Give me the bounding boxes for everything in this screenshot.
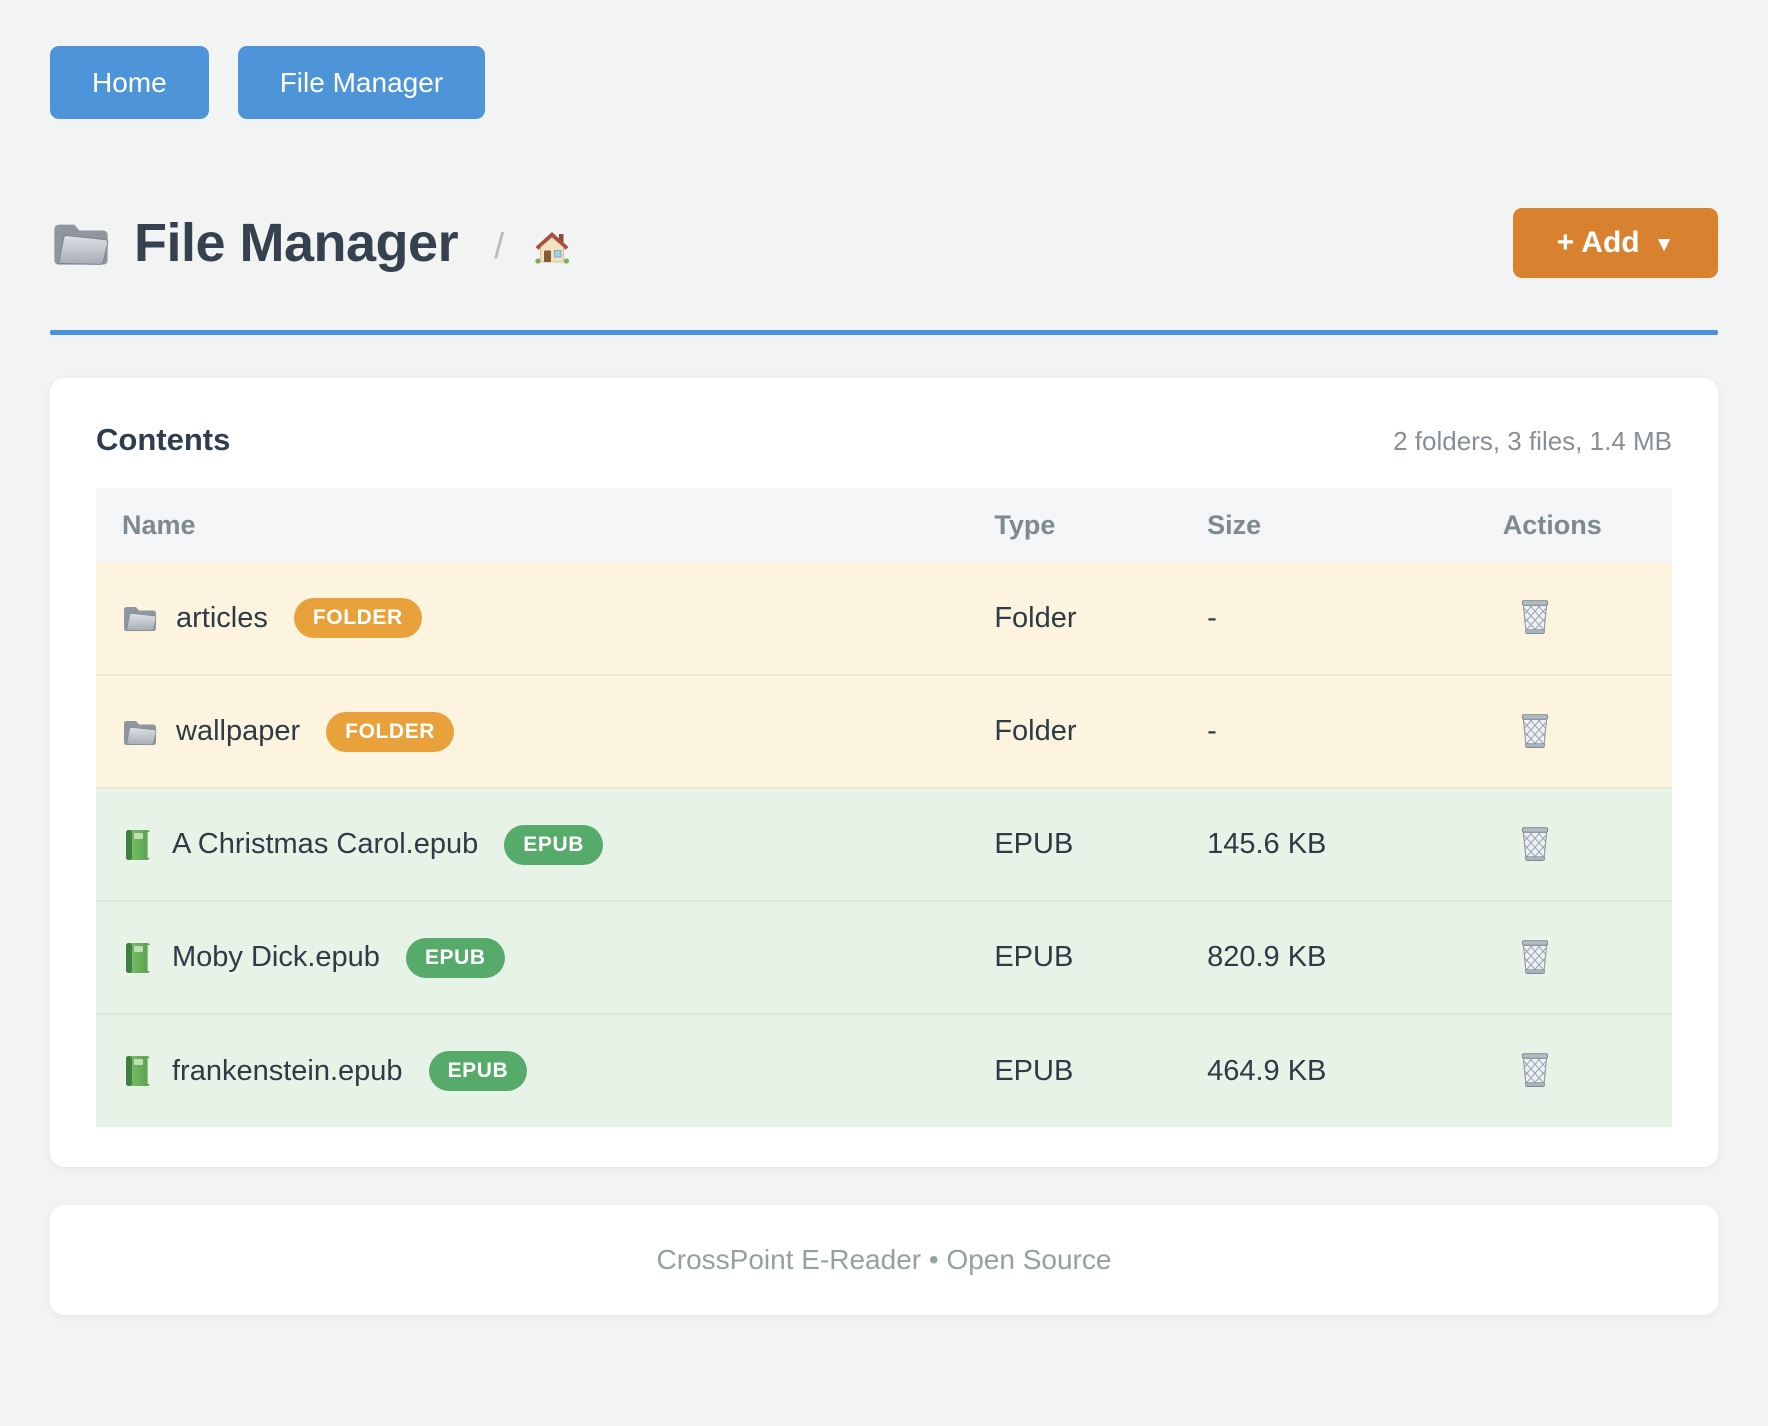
contents-heading: Contents [96, 422, 231, 457]
trash-icon [1517, 937, 1553, 975]
trash-icon [1517, 711, 1553, 749]
type-cell: EPUB [994, 828, 1074, 860]
folder-icon [50, 218, 112, 268]
file-name[interactable]: frankenstein.epub [172, 1054, 403, 1087]
delete-button[interactable] [1513, 820, 1557, 866]
size-cell: - [1207, 601, 1217, 634]
book-icon [122, 828, 154, 862]
size-cell: - [1207, 715, 1217, 747]
house-icon [532, 228, 572, 266]
name-cell: Moby Dick.epub EPUB [96, 901, 994, 1014]
delete-button[interactable] [1513, 1046, 1557, 1092]
type-cell: EPUB [994, 1054, 1074, 1087]
folder-icon [122, 717, 158, 747]
book-icon [122, 941, 154, 975]
type-badge: EPUB [405, 937, 505, 978]
contents-card: Contents 2 folders, 3 files, 1.4 MB Name… [50, 378, 1718, 1167]
type-cell: Folder [994, 601, 1077, 634]
column-header-actions: Actions [1502, 509, 1602, 540]
size-cell: 145.6 KB [1207, 828, 1327, 860]
title-group: File Manager / [50, 212, 572, 274]
add-button[interactable]: + Add ▼ [1513, 208, 1718, 278]
type-badge: EPUB [428, 1051, 528, 1091]
file-name[interactable]: Moby Dick.epub [172, 941, 380, 973]
file-manager-button[interactable]: File Manager [237, 46, 486, 119]
type-badge: FOLDER [293, 598, 422, 638]
breadcrumb-home-button[interactable] [532, 228, 572, 266]
file-table-body: articles FOLDER Folder - wallpaper [96, 562, 1672, 1127]
folder-icon [122, 603, 158, 633]
file-name[interactable]: articles [176, 601, 268, 634]
delete-button[interactable] [1513, 707, 1557, 753]
page-header: File Manager / + Add ▼ [50, 207, 1718, 279]
delete-button[interactable] [1513, 933, 1557, 979]
file-name[interactable]: A Christmas Carol.epub [172, 828, 479, 860]
size-cell: 464.9 KB [1207, 1054, 1327, 1087]
caret-down-icon: ▼ [1653, 232, 1675, 256]
type-cell: Folder [994, 715, 1077, 747]
type-badge: FOLDER [326, 711, 455, 752]
actions-cell [1491, 788, 1672, 901]
breadcrumb-separator: / [494, 225, 505, 266]
table-row: Moby Dick.epub EPUB EPUB 820.9 KB [96, 901, 1672, 1014]
actions-cell [1491, 562, 1672, 675]
footer: CrossPoint E-Reader • Open Source [50, 1205, 1718, 1315]
top-nav: Home File Manager [50, 46, 1718, 119]
page-title: File Manager [134, 213, 459, 273]
header-divider [50, 330, 1718, 335]
footer-text: CrossPoint E-Reader • Open Source [656, 1244, 1112, 1275]
file-table-head: Name Type Size Actions [96, 488, 1672, 562]
contents-header: Contents 2 folders, 3 files, 1.4 MB [96, 422, 1672, 458]
name-cell: wallpaper FOLDER [96, 675, 994, 788]
table-row: wallpaper FOLDER Folder - [96, 675, 1672, 788]
column-header-name: Name [122, 509, 196, 540]
name-cell: articles FOLDER [96, 562, 994, 675]
file-table: Name Type Size Actions articles FOLDER F… [96, 488, 1672, 1127]
table-row: A Christmas Carol.epub EPUB EPUB 145.6 K… [96, 788, 1672, 901]
actions-cell [1491, 1014, 1672, 1127]
size-cell: 820.9 KB [1207, 941, 1327, 973]
home-button[interactable]: Home [50, 46, 209, 119]
column-header-type: Type [994, 509, 1056, 540]
column-header-size: Size [1207, 509, 1262, 540]
trash-icon [1517, 1050, 1553, 1088]
file-name[interactable]: wallpaper [176, 715, 301, 747]
delete-button[interactable] [1513, 593, 1557, 639]
trash-icon [1517, 597, 1553, 635]
book-icon [122, 1054, 154, 1088]
trash-icon [1517, 824, 1553, 862]
type-badge: EPUB [504, 824, 603, 865]
actions-cell [1491, 901, 1672, 1014]
name-cell: A Christmas Carol.epub EPUB [96, 788, 994, 901]
table-row: articles FOLDER Folder - [96, 562, 1672, 675]
type-cell: EPUB [994, 941, 1074, 973]
add-button-label: + Add [1556, 226, 1640, 259]
table-row: frankenstein.epub EPUB EPUB 464.9 KB [96, 1014, 1672, 1127]
contents-summary: 2 folders, 3 files, 1.4 MB [1393, 426, 1672, 456]
name-cell: frankenstein.epub EPUB [96, 1014, 994, 1127]
page: Home File Manager File Manager / + Add ▼… [0, 46, 1768, 1315]
actions-cell [1491, 675, 1672, 788]
